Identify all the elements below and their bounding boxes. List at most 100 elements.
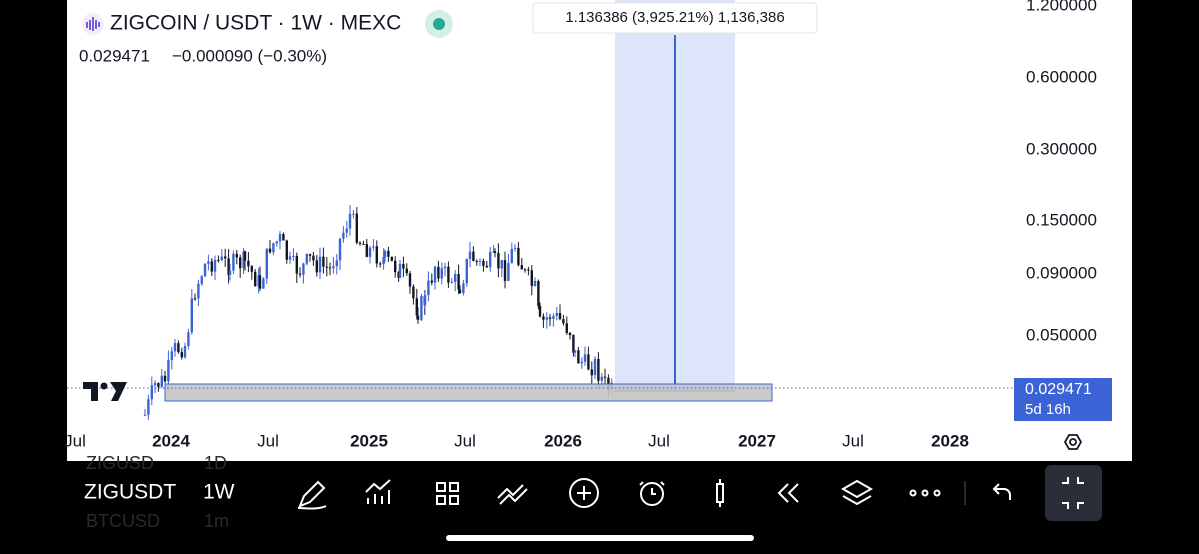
candle-body	[348, 213, 352, 229]
candle-body	[468, 251, 472, 259]
candle-body	[513, 247, 517, 249]
candle-body	[345, 228, 348, 233]
toolbar-band	[67, 473, 1132, 513]
price-label: 0.300000	[1026, 139, 1097, 158]
candle-body	[402, 263, 405, 269]
candle-body	[603, 376, 607, 378]
candle-body	[200, 276, 203, 284]
candle-body	[207, 261, 210, 264]
patterns-button[interactable]	[497, 484, 528, 505]
candle-body	[542, 316, 545, 320]
candle-body	[250, 266, 253, 272]
time-label: Jul	[648, 431, 670, 450]
candle-body	[285, 240, 288, 260]
candle-body	[228, 270, 232, 275]
time-label: Jul	[257, 431, 279, 450]
candle-body	[457, 273, 460, 290]
time-label: 2024	[152, 431, 190, 450]
add-button[interactable]	[569, 478, 599, 508]
toolbar-symbol[interactable]: ZIGUSDT	[84, 481, 176, 504]
candle-body	[318, 256, 322, 273]
candle-body	[335, 260, 338, 267]
candle-body	[325, 266, 328, 268]
time-label: Jul	[842, 431, 864, 450]
candle-body	[213, 259, 217, 272]
candle-body	[527, 269, 530, 271]
candle-body	[288, 256, 292, 260]
candle-body	[352, 213, 355, 215]
candle-body	[443, 266, 447, 269]
layers-button[interactable]	[840, 479, 874, 506]
candle-body	[398, 263, 402, 278]
symbol-icon	[82, 13, 104, 35]
price-label: 0.090000	[1026, 263, 1097, 282]
candle-body	[247, 260, 250, 267]
candle-body	[440, 268, 443, 279]
candle-body	[147, 399, 150, 415]
candle-body	[368, 247, 372, 257]
candle-body	[163, 375, 167, 382]
candle-body	[372, 246, 375, 248]
candle-type-button[interactable]	[716, 479, 724, 507]
prev-symbol: ZIGUSD	[86, 453, 154, 473]
candle-body	[193, 298, 197, 300]
candle-body	[187, 332, 190, 347]
next-symbol: BTCUSD	[86, 511, 160, 531]
time-label: Jul	[64, 431, 86, 450]
candle-body	[583, 354, 587, 362]
candle-body	[565, 323, 568, 333]
candle-body	[197, 283, 200, 299]
layout-button[interactable]	[436, 482, 459, 505]
candle-body	[358, 242, 362, 244]
candle-body	[315, 260, 318, 273]
fullscreen-button[interactable]	[1045, 465, 1102, 521]
time-label: 2026	[544, 431, 582, 450]
more-button[interactable]	[909, 489, 917, 497]
candle-body	[447, 266, 450, 283]
candle-body	[153, 383, 157, 386]
candle-body	[416, 315, 420, 320]
candle-body	[150, 385, 153, 400]
candles	[143, 204, 613, 420]
candle-body	[523, 269, 527, 271]
candle-body	[275, 241, 278, 244]
time-label: Jul	[454, 431, 476, 450]
undo-button[interactable]	[992, 483, 1011, 500]
toolbar-icons	[297, 478, 1011, 510]
settings-button[interactable]	[1063, 434, 1083, 450]
candle-body	[190, 298, 193, 333]
candle-body	[235, 253, 238, 258]
draw-button[interactable]	[297, 480, 327, 510]
candle-body	[262, 278, 265, 289]
alert-button[interactable]	[640, 482, 664, 506]
tooltip	[532, 2, 818, 34]
candle-body	[298, 273, 302, 275]
candle-body	[420, 296, 423, 320]
candle-body	[177, 343, 180, 353]
candle-body	[558, 313, 562, 320]
candle-body	[365, 244, 368, 257]
toolbar-interval[interactable]: 1W	[203, 481, 235, 504]
symbol-title[interactable]: ZIGCOIN / USDT · 1W · MEXC	[110, 12, 401, 35]
candle-body	[590, 369, 593, 376]
candle-body	[243, 251, 247, 261]
candle-body	[450, 281, 453, 283]
indicators-button[interactable]	[365, 479, 391, 504]
price-label: 0.150000	[1026, 210, 1097, 229]
candle-body	[308, 254, 312, 256]
candle-body	[552, 315, 555, 319]
candle-body	[220, 256, 223, 261]
price-label: 0.050000	[1026, 325, 1097, 344]
candle-body	[577, 350, 580, 364]
current-price-badge	[1014, 378, 1112, 421]
candle-body	[167, 359, 170, 382]
candle-body	[492, 251, 495, 253]
candle-body	[493, 251, 497, 253]
candle-body	[217, 259, 220, 261]
candle-body	[272, 243, 275, 253]
prev-interval: 1D	[204, 453, 227, 473]
candle-body	[292, 255, 295, 257]
replay-button[interactable]	[777, 483, 799, 503]
candle-body	[203, 263, 207, 277]
